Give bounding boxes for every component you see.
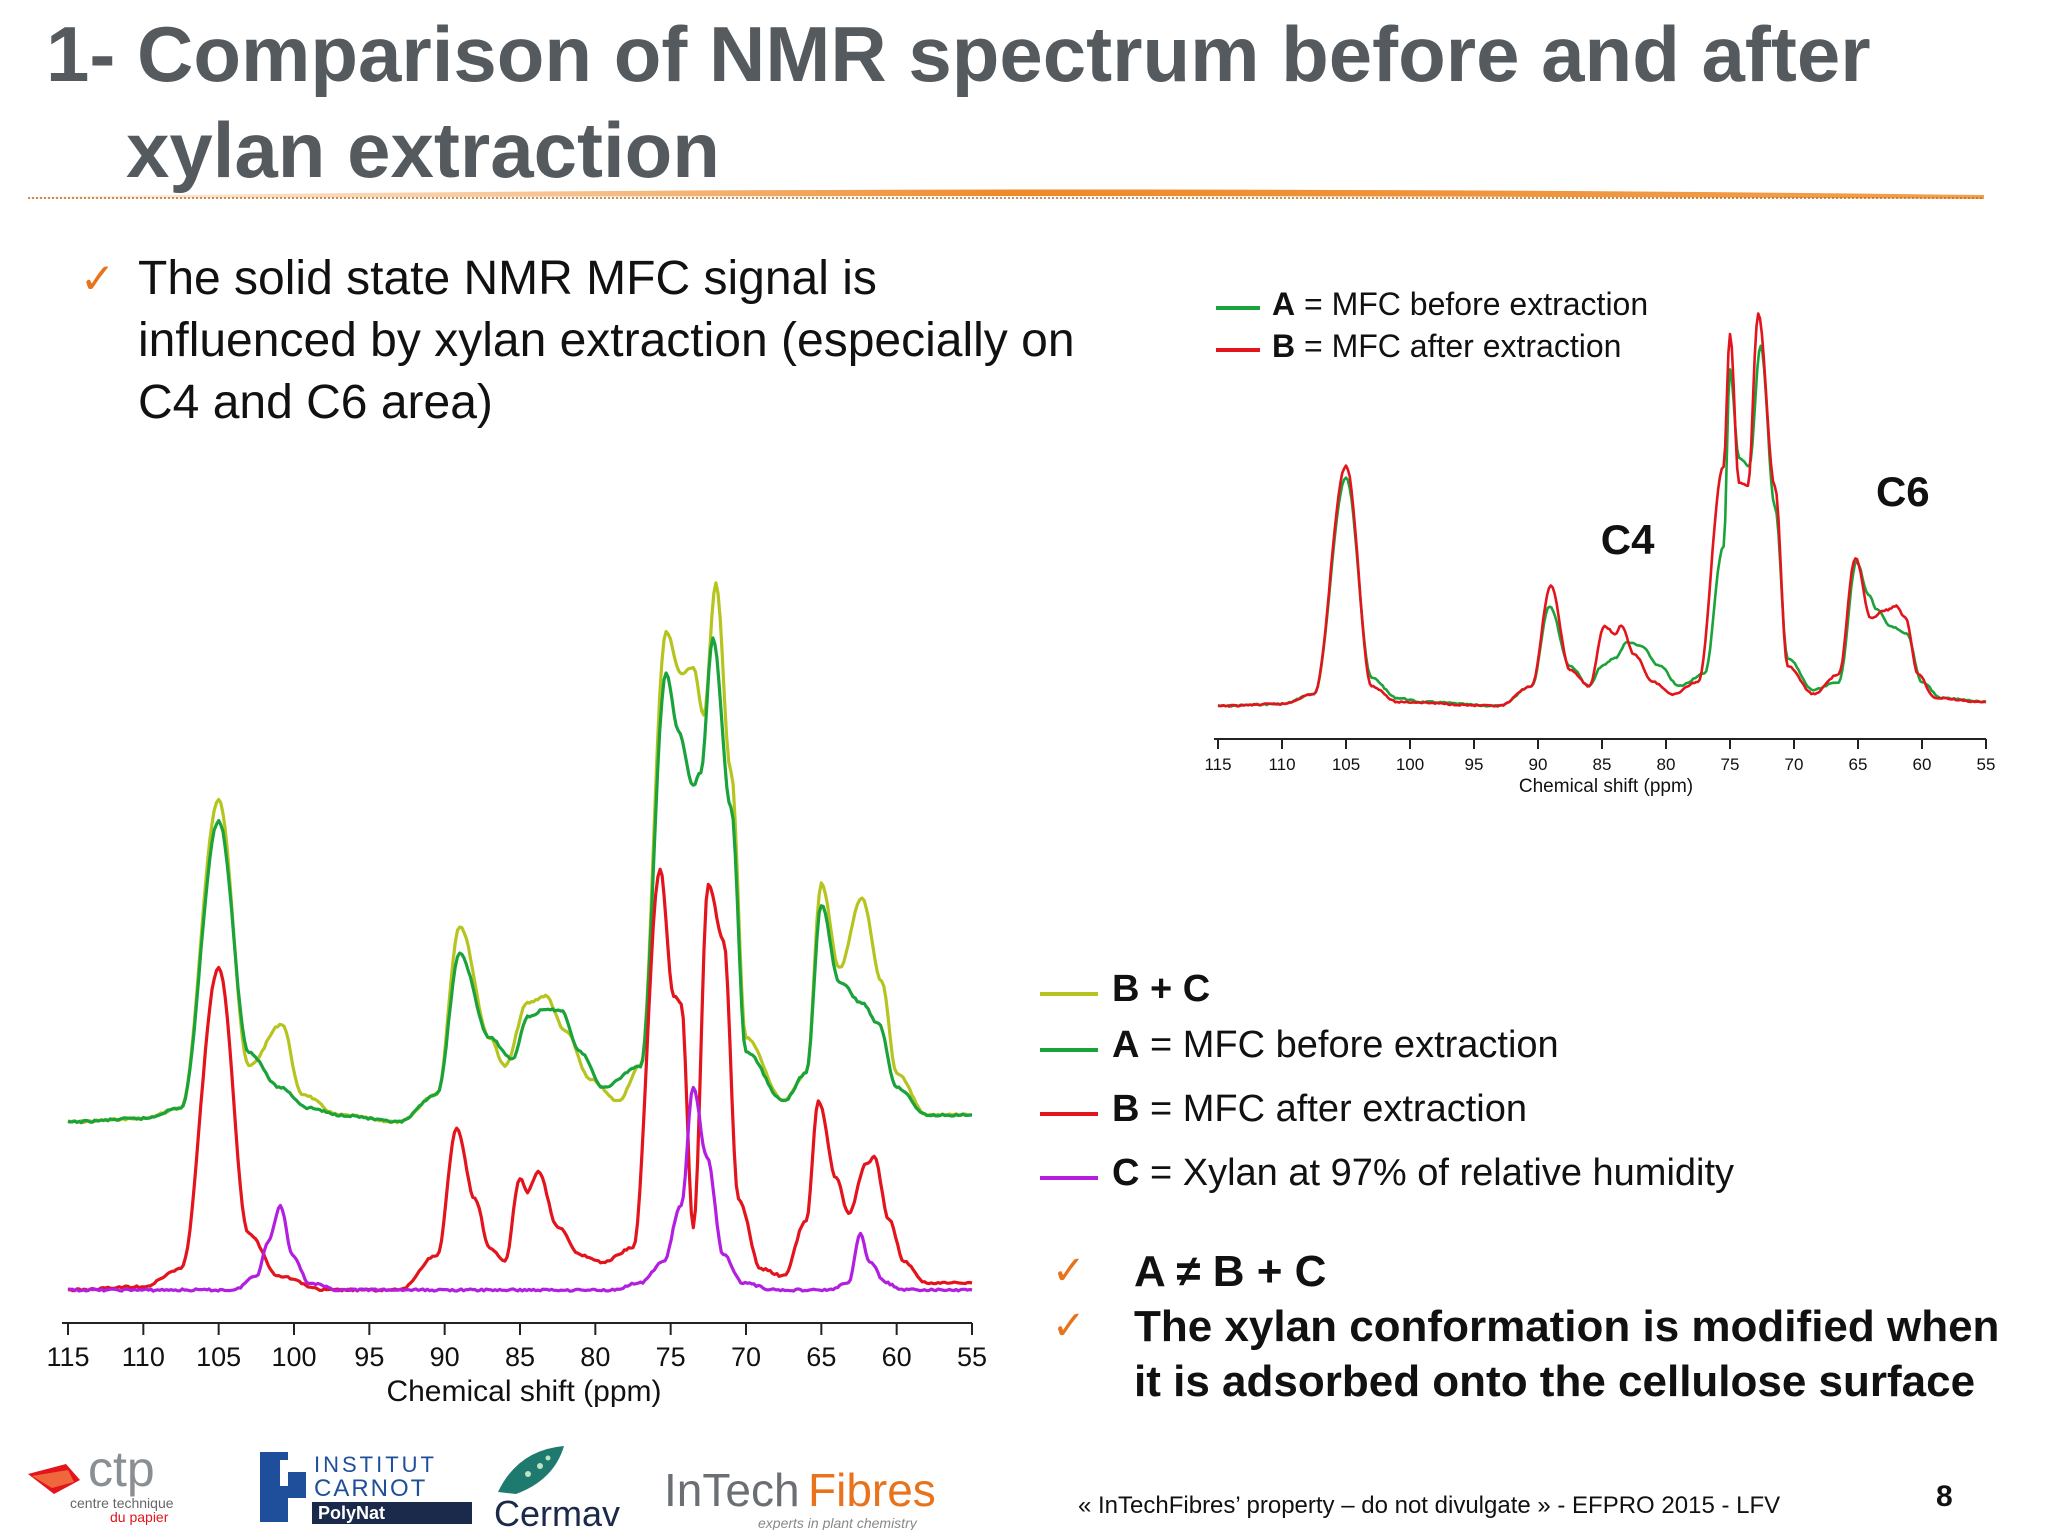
series-line-b	[67, 867, 973, 1293]
inset-legend-key-a: A	[1272, 286, 1296, 322]
x-tick-label: 75	[656, 1342, 686, 1372]
inset-series	[1217, 312, 1987, 708]
x-tick-label: 110	[122, 1342, 165, 1372]
svg-text:InTech: InTech	[664, 1464, 800, 1516]
x-tick-label: 100	[271, 1342, 316, 1372]
x-tick-label: 70	[1785, 755, 1804, 774]
legend-key-b: B	[1112, 1088, 1140, 1130]
conclusions: ✓ A ≠ B + C ✓ The xylan conformation is …	[1052, 1244, 2012, 1409]
peak-annotation: C4	[1601, 516, 1655, 563]
conclusion-text: A ≠ B + C	[1134, 1247, 1327, 1296]
check-icon: ✓	[1052, 1304, 1086, 1348]
inset-legend-text-a: = MFC before extraction	[1295, 286, 1649, 322]
legend-key-a: A	[1112, 1024, 1140, 1066]
legend-key-bc: B + C	[1112, 968, 1211, 1010]
x-tick-label: 90	[430, 1342, 460, 1372]
main-nmr-chart: 115 110 105 100 95 90 85 80 75 70 65 60 55 Chemical …	[46, 581, 987, 1408]
x-tick-label: 85	[1593, 755, 1612, 774]
inset-nmr-chart: 115 110 105 100 95 90 85 80 75 70 65 60 55 Chemical …	[1204, 312, 1995, 797]
svg-text:centre technique: centre technique	[70, 1495, 174, 1511]
x-tick-label: 80	[1657, 755, 1676, 774]
conclusion-item: ✓ The xylan conformation is modified whe…	[1052, 1299, 2012, 1409]
inset-legend-key-b: B	[1272, 328, 1296, 364]
svg-text:PolyNat: PolyNat	[318, 1503, 385, 1523]
ctp-logo: ctp centre technique du papier	[28, 1441, 174, 1525]
slide-title-line1: 1- Comparison of NMR spectrum before and…	[46, 10, 1871, 98]
main-series	[67, 581, 973, 1293]
svg-text:experts in plant chemistry: experts in plant chemistry	[758, 1515, 918, 1530]
series-line-bc	[67, 581, 973, 1125]
svg-text:INSTITUT: INSTITUT	[314, 1452, 437, 1477]
conclusion-text: The xylan conformation is modified when …	[1134, 1302, 2000, 1406]
title-underline	[28, 189, 1984, 199]
x-tick-label: 110	[1268, 755, 1295, 774]
intechfibres-logo: InTech Fibres experts in plant chemistry	[664, 1464, 936, 1530]
footer-text: « InTechFibres’ property – do not divulg…	[1078, 1492, 1781, 1519]
legend-text-c: = Xylan at 97% of relative humidity	[1139, 1152, 1735, 1194]
x-tick-label: 115	[46, 1342, 89, 1372]
x-tick-label: 105	[1332, 755, 1360, 774]
inset-legend-swatch-b	[1216, 348, 1260, 352]
cermav-logo: Cermav	[494, 1446, 620, 1530]
x-tick-label: 65	[1849, 755, 1868, 774]
legend-key-c: C	[1112, 1152, 1140, 1194]
main-ticks: 115 110 105 100 95 90 85 80 75 70 65 60 55	[46, 1323, 987, 1372]
check-icon: ✓	[80, 255, 116, 302]
intro-bullet-text: The solid state NMR MFC signal is influe…	[138, 252, 1075, 429]
conclusion-item: ✓ A ≠ B + C	[1052, 1244, 2012, 1299]
svg-text:Cermav: Cermav	[494, 1493, 620, 1530]
svg-text:du papier: du papier	[110, 1509, 169, 1525]
x-tick-label: 90	[1529, 755, 1548, 774]
x-tick-label: 100	[1396, 755, 1424, 774]
x-tick-label: 70	[731, 1342, 761, 1372]
legend-text-a: = MFC before extraction	[1139, 1024, 1559, 1066]
x-tick-label: 95	[1465, 755, 1484, 774]
x-tick-label: 85	[505, 1342, 535, 1372]
legend-swatch-b	[1040, 1112, 1098, 1116]
intro-bullet: ✓ The solid state NMR MFC signal is infl…	[80, 248, 1080, 434]
inset-legend-text-b: = MFC after extraction	[1295, 328, 1622, 364]
legend-swatch-a	[1040, 1048, 1098, 1052]
page-number: 8	[1936, 1480, 1953, 1513]
inset-ticks: 115 110 105 100 95 90 85 80 75 70 65 60 55	[1204, 739, 1995, 774]
x-tick-label: 55	[957, 1342, 987, 1372]
series-line-c	[67, 1085, 973, 1293]
institut-carnot-logo: INSTITUT CARNOT PolyNat	[260, 1452, 472, 1524]
slide-title: 1- Comparison of NMR spectrum before and…	[46, 6, 2006, 198]
check-icon: ✓	[1052, 1249, 1086, 1293]
svg-text:Fibres: Fibres	[808, 1464, 936, 1516]
x-tick-label: 115	[1204, 755, 1231, 774]
partner-logos: ctp centre technique du papier INSTITUT …	[28, 1441, 936, 1530]
x-tick-label: 95	[354, 1342, 384, 1372]
inset-legend-swatch-a	[1216, 306, 1260, 310]
legend-swatch-bc	[1040, 992, 1098, 996]
legend-text-b: = MFC after extraction	[1139, 1088, 1527, 1130]
x-tick-label: 80	[580, 1342, 610, 1372]
x-tick-label: 60	[1913, 755, 1932, 774]
x-tick-label: 65	[806, 1342, 836, 1372]
inset-annotations: C4 C6	[1601, 468, 1930, 563]
inset-x-axis-label: Chemical shift (ppm)	[1519, 776, 1693, 797]
series-line-b	[1217, 312, 1986, 708]
x-tick-label: 105	[196, 1342, 241, 1372]
x-tick-label: 60	[882, 1342, 912, 1372]
slide-title-line2: xylan extraction	[126, 106, 720, 194]
series-line-a	[67, 636, 972, 1125]
main-x-axis-label: Chemical shift (ppm)	[386, 1375, 661, 1408]
legend-swatch-c	[1040, 1176, 1098, 1180]
x-tick-label: 75	[1721, 755, 1740, 774]
x-tick-label: 55	[1977, 755, 1996, 774]
peak-annotation: C6	[1876, 468, 1930, 515]
svg-text:ctp: ctp	[88, 1441, 155, 1497]
svg-text:CARNOT: CARNOT	[314, 1475, 427, 1502]
